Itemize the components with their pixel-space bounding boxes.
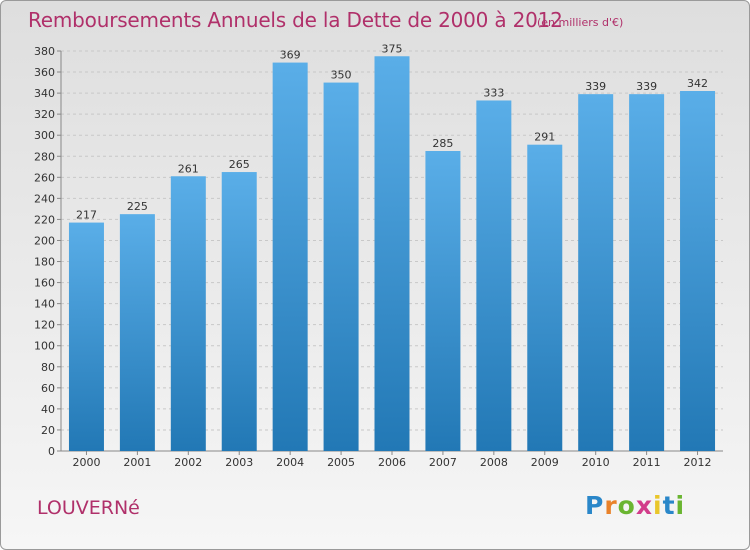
x-tick-label-2000: 2000 [72, 456, 100, 469]
y-tick-label: 0 [48, 445, 55, 458]
data-label-2012: 342 [687, 77, 708, 90]
y-tick-label: 280 [34, 150, 55, 163]
data-label-2000: 217 [76, 209, 97, 222]
data-label-2002: 261 [178, 162, 199, 175]
y-tick-label: 320 [34, 108, 55, 121]
bar-2006 [374, 56, 410, 452]
y-tick-label: 180 [34, 256, 55, 269]
y-tick-label: 160 [34, 277, 55, 290]
data-label-2003: 265 [229, 158, 250, 171]
bar-2005 [323, 82, 359, 451]
y-tick-label: 380 [34, 45, 55, 58]
x-tick-label-2004: 2004 [276, 456, 304, 469]
data-label-2007: 285 [432, 137, 453, 150]
data-label-2006: 375 [382, 42, 403, 55]
y-tick-label: 80 [41, 361, 55, 374]
data-label-2004: 369 [280, 49, 301, 62]
bar-2009 [527, 144, 563, 451]
y-tick-label: 220 [34, 213, 55, 226]
bar-2011 [629, 94, 665, 451]
logo-letter: i [653, 491, 663, 520]
data-label-2001: 225 [127, 200, 148, 213]
y-tick-label: 360 [34, 66, 55, 79]
proxiti-logo: Proxiti [585, 491, 685, 520]
x-tick-label-2006: 2006 [378, 456, 406, 469]
chart-title: Remboursements Annuels de la Dette de 20… [28, 8, 563, 32]
bar-2012 [680, 91, 716, 451]
y-tick-label: 100 [34, 340, 55, 353]
x-tick-label-2010: 2010 [582, 456, 610, 469]
data-label-2010: 339 [585, 80, 606, 93]
x-tick-label-2001: 2001 [123, 456, 151, 469]
y-tick-label: 240 [34, 192, 55, 205]
bar-2003 [221, 172, 257, 452]
data-label-2005: 350 [331, 69, 352, 82]
y-tick-label: 300 [34, 129, 55, 142]
bar-2001 [119, 214, 155, 451]
commune-name: LOUVERNé [37, 497, 140, 519]
y-tick-label: 40 [41, 403, 55, 416]
data-label-2011: 339 [636, 80, 657, 93]
x-tick-label-2002: 2002 [174, 456, 202, 469]
logo-letter: r [604, 491, 618, 520]
bar-2007 [425, 151, 461, 451]
x-tick-label-2008: 2008 [480, 456, 508, 469]
bar-2008 [476, 100, 512, 451]
y-tick-label: 260 [34, 171, 55, 184]
logo-letter: t [662, 491, 676, 520]
data-label-2009: 291 [534, 131, 555, 144]
x-tick-label-2012: 2012 [684, 456, 712, 469]
y-tick-label: 140 [34, 298, 55, 311]
x-tick-label-2007: 2007 [429, 456, 457, 469]
y-tick-label: 200 [34, 234, 55, 247]
logo-letter: o [617, 491, 636, 520]
logo-letter: i [675, 491, 686, 520]
y-tick-label: 340 [34, 87, 55, 100]
bar-2000 [68, 222, 104, 451]
logo-letter: x [635, 491, 653, 520]
x-tick-label-2003: 2003 [225, 456, 253, 469]
data-label-2008: 333 [483, 86, 504, 99]
bar-2004 [272, 62, 308, 451]
logo-letter: P [585, 491, 605, 520]
chart-subtitle: (en milliers d'€) [537, 16, 624, 29]
bar-2002 [170, 176, 206, 451]
x-tick-label-2009: 2009 [531, 456, 559, 469]
x-tick-label-2011: 2011 [633, 456, 661, 469]
x-tick-label-2005: 2005 [327, 456, 355, 469]
y-tick-label: 20 [41, 424, 55, 437]
y-tick-label: 120 [34, 319, 55, 332]
bar-2010 [578, 94, 614, 451]
y-tick-label: 60 [41, 382, 55, 395]
